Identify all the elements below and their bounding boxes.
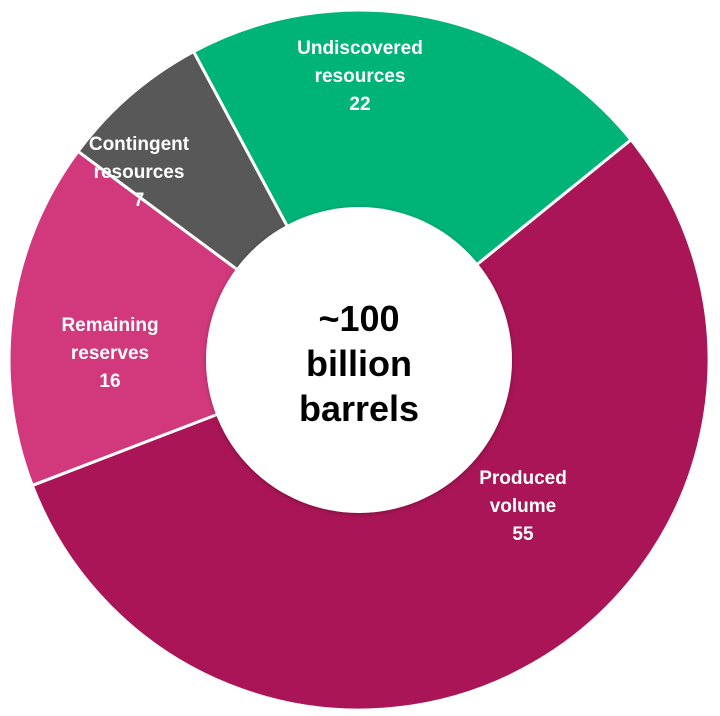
slice-value: 55 [512, 524, 534, 545]
slice-value: 16 [99, 371, 120, 392]
slice-label-line: reserves [71, 343, 149, 364]
slice-label-line: Produced [479, 468, 567, 489]
slice-value: 22 [349, 94, 370, 115]
slice-label-line: Undiscovered [297, 38, 423, 59]
slice-label-remaining-reserves: Remaining reserves 16 [61, 315, 158, 392]
center-label: ~100 billion barrels [299, 298, 419, 429]
slice-label-line: Contingent [89, 134, 190, 155]
center-label-line: billion [306, 343, 412, 384]
slice-label-line: resources [94, 162, 185, 183]
labels-layer: Produced volume 55 Remaining reserves 16 Conti… [61, 38, 566, 545]
center-label-line: barrels [299, 388, 419, 429]
slice-label-undiscovered-resources: Undiscovered resources 22 [297, 38, 423, 115]
slice-label-line: resources [315, 66, 406, 87]
slice-value: 7 [134, 190, 145, 211]
slice-label-line: Remaining [61, 315, 158, 336]
slice-label-produced-volume: Produced volume 55 [479, 468, 567, 545]
slice-label-line: volume [490, 496, 557, 517]
center-disc [206, 207, 512, 513]
slice-label-contingent-resources: Contingent resources 7 [89, 134, 190, 211]
center-label-line: ~100 [318, 298, 399, 339]
slice-remaining-reserves [7, 149, 361, 487]
slice-undiscovered-resources [192, 8, 633, 362]
